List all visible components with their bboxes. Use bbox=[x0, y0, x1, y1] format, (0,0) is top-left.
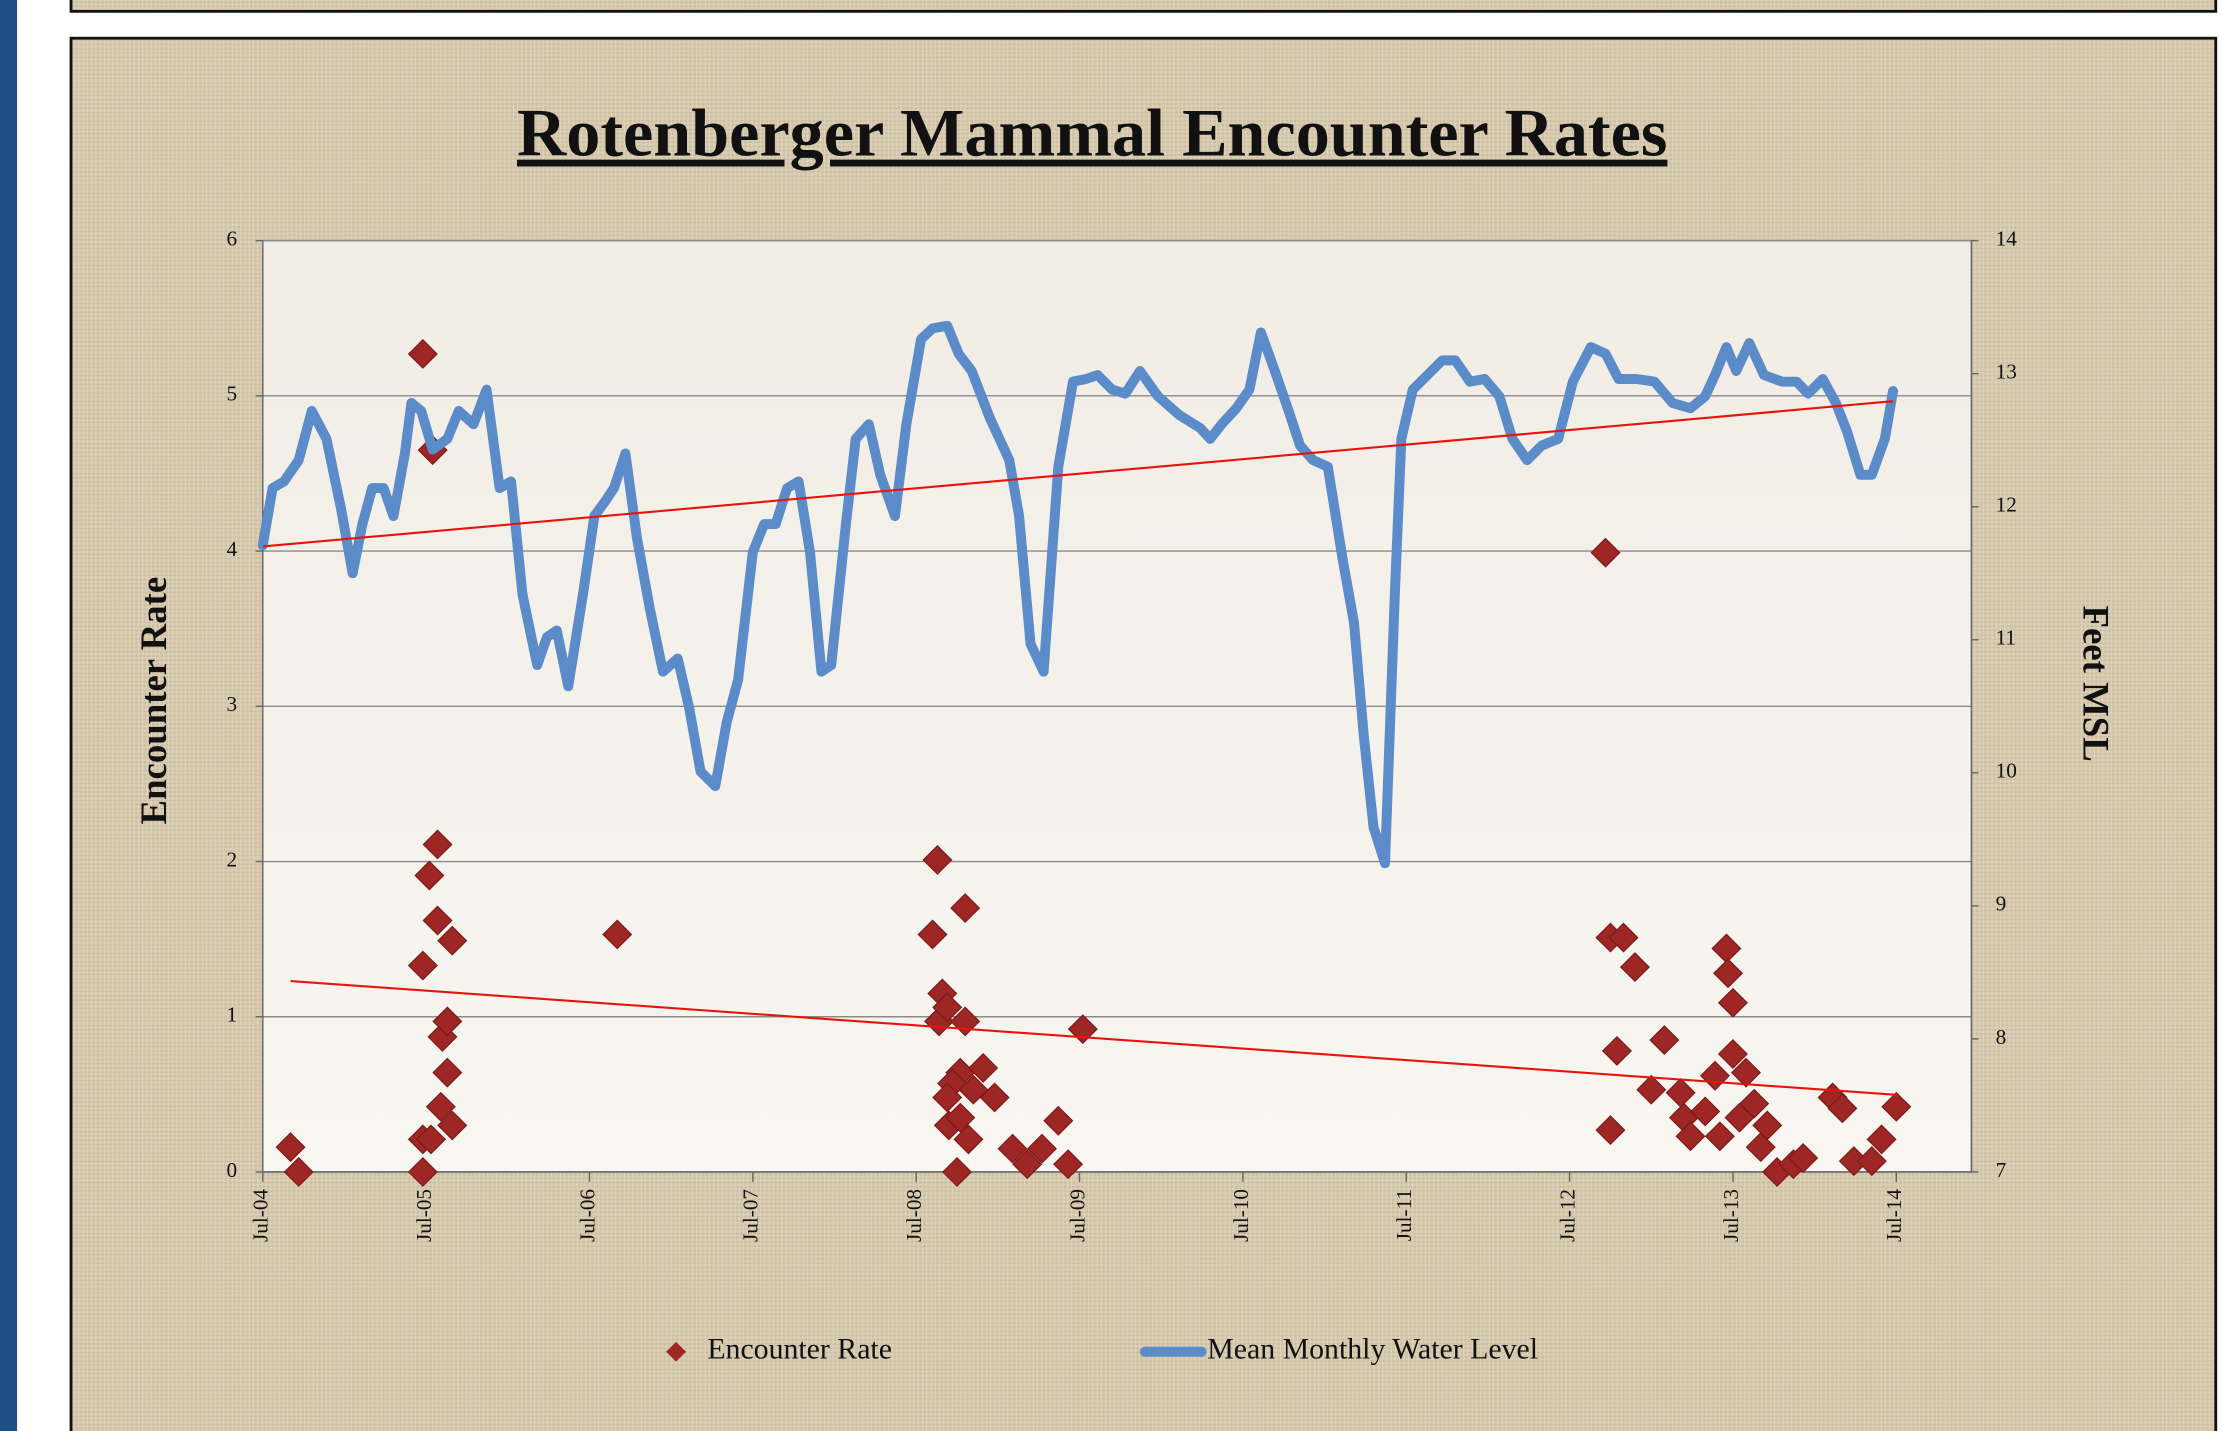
scatter-point bbox=[1856, 1146, 1887, 1177]
scatter-point bbox=[422, 829, 453, 860]
scatter-point bbox=[425, 1091, 456, 1122]
x-tick-label: Jul-13 bbox=[1719, 1189, 1743, 1242]
scatter-point bbox=[1636, 1074, 1667, 1105]
y-tick-label: 5 bbox=[227, 382, 238, 406]
scatter-point bbox=[283, 1157, 314, 1187]
y2-tick-label: 12 bbox=[1996, 493, 2017, 517]
scatter-point bbox=[1713, 958, 1744, 989]
scatter-point bbox=[422, 905, 453, 936]
scatter-point bbox=[1012, 1149, 1043, 1180]
scatter-point bbox=[950, 893, 981, 924]
water-level-line bbox=[257, 320, 1899, 869]
scatter-point bbox=[1752, 1110, 1783, 1141]
scatter-point bbox=[416, 1124, 447, 1155]
scatter-point bbox=[437, 925, 468, 956]
y-tick-label: 6 bbox=[227, 227, 238, 251]
scatter-point bbox=[1739, 1088, 1770, 1119]
y2-tick-label: 7 bbox=[1996, 1158, 2007, 1182]
scatter-point bbox=[414, 860, 445, 891]
x-tick-label: Jul-05 bbox=[412, 1189, 436, 1242]
scatter-point bbox=[1608, 922, 1639, 953]
y2-tick-label: 10 bbox=[1996, 759, 2017, 783]
trendline bbox=[290, 979, 1897, 1096]
legend-label: Mean Monthly Water Level bbox=[1207, 1333, 1538, 1366]
scatter-point bbox=[407, 1157, 438, 1187]
trendline bbox=[262, 400, 1894, 548]
scatter-point bbox=[1704, 1121, 1735, 1152]
scatter-point bbox=[1619, 952, 1650, 983]
x-tick-label: Jul-11 bbox=[1392, 1189, 1416, 1241]
x-tick-label: Jul-06 bbox=[575, 1189, 599, 1242]
scatter-point bbox=[997, 1133, 1028, 1164]
scatter-point bbox=[432, 1006, 463, 1037]
scatter-point bbox=[1649, 1025, 1680, 1055]
scatter-point bbox=[1745, 1132, 1776, 1163]
y2-tick-label: 11 bbox=[1996, 626, 2017, 650]
y-tick-label: 4 bbox=[227, 537, 238, 561]
y2-tick-label: 9 bbox=[1996, 892, 2007, 916]
x-tick-label: Jul-10 bbox=[1229, 1189, 1253, 1242]
scatter-point bbox=[1590, 537, 1621, 568]
scatter-point bbox=[275, 1132, 306, 1163]
y-tick-label: 3 bbox=[227, 692, 238, 716]
scatter-point bbox=[932, 1082, 963, 1113]
scatter-point bbox=[953, 1124, 984, 1155]
y-tick-label: 0 bbox=[227, 1158, 238, 1182]
x-tick-label: Jul-14 bbox=[1882, 1189, 1906, 1242]
scatter-point bbox=[922, 845, 953, 875]
chart-title: Rotenberger Mammal Encounter Rates bbox=[517, 95, 1667, 171]
scatter-point bbox=[917, 919, 948, 950]
scatter-point bbox=[1595, 1115, 1626, 1146]
top-panel bbox=[69, 0, 2218, 13]
scatter-point bbox=[932, 992, 963, 1023]
y-tick-label: 2 bbox=[227, 847, 238, 871]
scatter-point bbox=[1690, 1096, 1721, 1127]
x-tick-label: Jul-07 bbox=[739, 1189, 763, 1242]
legend-label: Encounter Rate bbox=[707, 1333, 892, 1366]
scatter-point bbox=[1881, 1091, 1912, 1122]
side-bar bbox=[0, 0, 18, 1431]
x-tick-label: Jul-09 bbox=[1065, 1189, 1089, 1242]
scatter-point bbox=[432, 1057, 463, 1088]
y-tick-label: 1 bbox=[227, 1003, 238, 1027]
scatter-point bbox=[1053, 1149, 1084, 1180]
y2-tick-label: 14 bbox=[1996, 227, 2018, 251]
scatter-point bbox=[968, 1053, 999, 1083]
x-tick-label: Jul-04 bbox=[249, 1189, 273, 1242]
scatter-point bbox=[1026, 1133, 1057, 1164]
scatter-point bbox=[1717, 1039, 1748, 1069]
x-tick-label: Jul-08 bbox=[902, 1189, 926, 1242]
scatter-point bbox=[1043, 1105, 1074, 1136]
scatter-point bbox=[1827, 1093, 1858, 1124]
y2-tick-label: 8 bbox=[1996, 1025, 2007, 1049]
scatter-point bbox=[1717, 987, 1748, 1018]
scatter-point bbox=[1788, 1143, 1819, 1173]
y-axis-title: Encounter Rate bbox=[133, 577, 174, 825]
scatter-point bbox=[1675, 1121, 1706, 1152]
scatter-point bbox=[437, 1110, 468, 1141]
scatter-point bbox=[1601, 1035, 1632, 1066]
scatter-point bbox=[602, 919, 633, 950]
scatter-point bbox=[407, 950, 438, 981]
scatter-point bbox=[1731, 1057, 1762, 1088]
scatter-point bbox=[407, 338, 438, 369]
y2-axis-title: Feet MSL bbox=[2076, 605, 2117, 761]
y2-tick-label: 13 bbox=[1996, 360, 2017, 384]
scatter-point bbox=[945, 1102, 976, 1133]
scatter-point bbox=[942, 1157, 973, 1187]
scatter-point bbox=[958, 1074, 989, 1105]
scatter-point bbox=[1866, 1124, 1897, 1155]
x-tick-label: Jul-12 bbox=[1555, 1189, 1579, 1242]
